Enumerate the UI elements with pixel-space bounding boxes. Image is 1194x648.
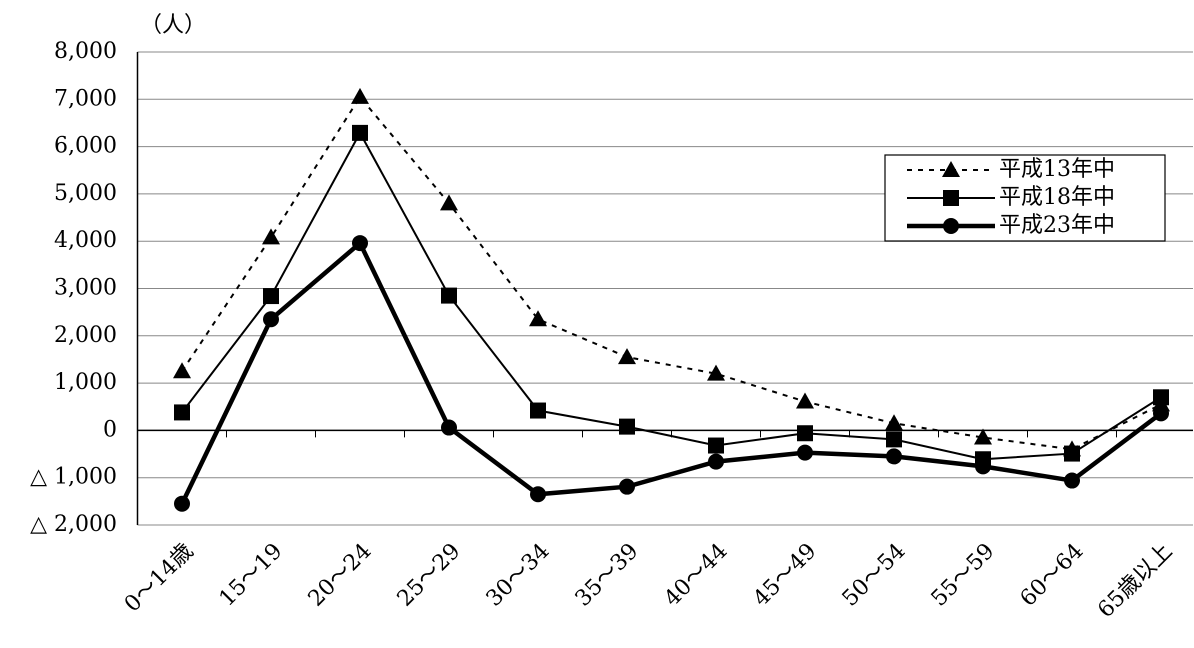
marker [1153,389,1169,406]
marker [263,288,279,305]
marker [708,437,724,454]
y-tick-label: 3,000 [54,276,117,301]
series-line [179,239,1163,505]
x-tick-label: 30～34 [482,539,555,612]
marker [797,425,813,442]
marker [530,486,546,503]
series-line [181,95,1162,451]
legend-label: 平成13年中 [999,157,1115,182]
x-tick-label: 35～39 [571,539,644,612]
marker [619,418,635,435]
y-tick-label: 4,000 [54,228,117,253]
marker [441,419,457,436]
legend-label: 平成18年中 [999,185,1115,210]
y-tick-label: △ 1,000 [30,465,117,490]
x-tick-label: 60～64 [1016,539,1089,612]
marker [975,458,991,475]
marker [1064,472,1080,489]
x-tick-label: 20～24 [304,539,377,612]
marker [352,235,368,252]
x-tick-label: 40～44 [660,539,733,612]
y-tick-label: 8,000 [54,39,117,64]
x-tick-label: 45～49 [749,539,822,612]
marker [530,402,546,419]
marker [943,190,959,206]
marker [174,404,190,421]
marker [943,218,959,234]
series-line [181,130,1162,461]
marker [174,495,190,512]
y-tick-label: △ 2,000 [30,512,117,537]
x-tick-label: 55～59 [927,539,1000,612]
x-tick-label: 50～54 [838,539,911,612]
legend-label: 平成23年中 [999,213,1115,238]
marker [886,431,902,448]
x-tick-label: 25～29 [393,539,466,612]
marker [173,362,191,379]
y-tick-label: 5,000 [54,181,117,206]
marker [974,428,992,445]
marker [352,124,368,141]
x-tick-label: 15～19 [215,539,288,612]
marker [441,287,457,304]
marker [1064,445,1080,462]
x-tick-label: 0～14歳 [120,539,198,617]
marker [708,453,724,470]
marker [1153,405,1169,422]
y-tick-label: 1,000 [54,370,117,395]
y-tick-label: 6,000 [54,134,117,159]
marker [263,311,279,328]
marker [440,194,458,211]
marker [942,161,960,177]
marker [529,310,547,327]
y-tick-label: 2,000 [54,323,117,348]
marker [619,478,635,495]
marker [885,414,903,431]
marker [351,87,369,104]
y-tick-label: 0 [103,417,117,442]
marker [886,448,902,465]
marker [618,348,636,365]
marker [797,444,813,461]
x-tick-label: 65歳以上 [1093,539,1177,623]
marker [707,364,725,381]
marker [262,228,280,245]
marker [796,392,814,409]
y-tick-label: 7,000 [54,86,117,111]
unit-label: （人） [140,13,206,38]
